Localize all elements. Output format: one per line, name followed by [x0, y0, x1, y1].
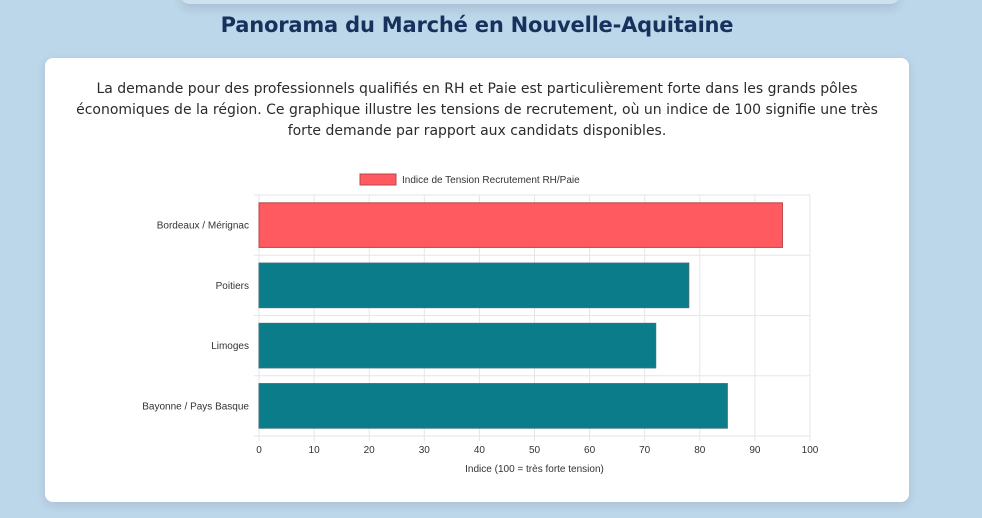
bar-chart: Bordeaux / Mérignac Poitiers Limoges Bayonn…	[142, 173, 819, 475]
category-labels: Bordeaux / Mérignac Poitiers Limoges Bayonn…	[142, 221, 249, 413]
category-label-2: Limoges	[211, 341, 249, 352]
intro-paragraph: La demande pour des professionnels quali…	[76, 81, 878, 139]
bar-2[interactable]	[258, 322, 657, 369]
category-label-1: Poitiers	[216, 281, 249, 292]
x-tick-50: 50	[529, 445, 541, 456]
chart-card: La demande pour des professionnels quali…	[45, 58, 909, 502]
page-title: Panorama du Marché en Nouvelle-Aquitaine	[220, 13, 734, 37]
x-tick-100: 100	[802, 445, 819, 456]
x-tick-30: 30	[419, 445, 431, 456]
legend-label[interactable]: Indice de Tension Recrutement RH/Paie	[402, 175, 580, 186]
x-tick-0: 0	[256, 445, 262, 456]
bar-1[interactable]	[258, 262, 690, 309]
x-tick-20: 20	[364, 445, 376, 456]
bar-3[interactable]	[258, 383, 728, 429]
x-tick-labels: 0 10 20 30 40 50 60 70 80 90 100	[256, 445, 819, 456]
x-tick-40: 40	[474, 445, 486, 456]
x-tick-70: 70	[639, 445, 651, 456]
category-label-0: Bordeaux / Mérignac	[157, 221, 249, 232]
x-tick-80: 80	[694, 445, 706, 456]
legend[interactable]: Indice de Tension Recrutement RH/Paie	[359, 173, 580, 186]
x-tick-90: 90	[749, 445, 761, 456]
x-tick-10: 10	[309, 445, 321, 456]
category-label-3: Bayonne / Pays Basque	[142, 401, 249, 412]
top-nav-edge	[180, 0, 900, 4]
bars	[258, 202, 783, 429]
x-axis-title: Indice (100 = très forte tension)	[465, 464, 604, 475]
bar-0[interactable]	[258, 202, 783, 248]
legend-swatch[interactable]	[359, 173, 397, 186]
x-tick-60: 60	[584, 445, 596, 456]
